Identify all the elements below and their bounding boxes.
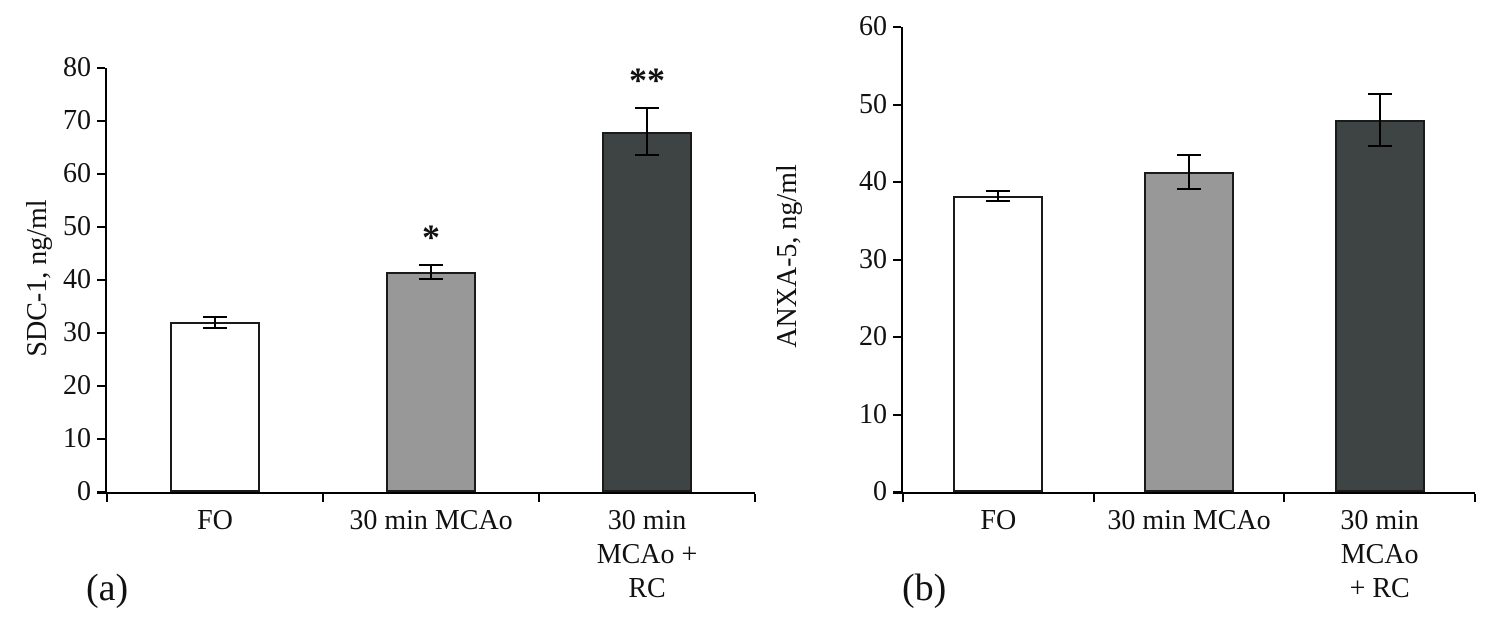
- error-stem: [1188, 154, 1190, 190]
- y-tick-label: 80: [63, 52, 91, 83]
- y-tick-mark: [893, 413, 901, 416]
- y-tick-label: 50: [859, 88, 887, 120]
- y-tick-label: 40: [859, 166, 887, 197]
- bar: [602, 131, 692, 492]
- y-tick-mark: [893, 336, 901, 338]
- y-tick-label: 20: [859, 321, 887, 352]
- y-tick-mark: [893, 103, 901, 106]
- x-tick-mark: [1283, 494, 1286, 502]
- y-tick-label: 0: [873, 476, 887, 507]
- x-tick-mark: [538, 494, 540, 502]
- x-tick-mark: [754, 494, 756, 502]
- x-tick-mark: [1092, 494, 1095, 502]
- y-tick-label: 70: [63, 105, 91, 136]
- bar: [953, 195, 1044, 492]
- error-cap-bottom: [635, 153, 659, 156]
- error-stem: [1378, 92, 1381, 148]
- error-cap-bottom: [1177, 187, 1201, 190]
- y-axis-title: ANXA-5, ng/ml: [772, 164, 803, 348]
- y-tick-label: 30: [63, 317, 91, 348]
- y-tick-label: 20: [63, 370, 91, 401]
- significance-marker: *: [422, 217, 440, 258]
- error-bar: [635, 107, 659, 156]
- plot-area: 0 10 20 30 40 50 60 FO 30 min MCAo 30 min MCAo + …: [859, 12, 1476, 604]
- error-cap-bottom: [1367, 145, 1392, 148]
- x-category-label: 30 min MCAo: [1107, 505, 1271, 536]
- error-stem: [646, 107, 648, 156]
- error-bar: [203, 316, 227, 329]
- y-tick-mark: [97, 491, 105, 493]
- y-tick-mark: [97, 385, 105, 387]
- error-bar: [986, 189, 1011, 203]
- y-tick-label: 0: [77, 476, 91, 507]
- x-tick-mark: [902, 494, 904, 502]
- y-tick-label: 10: [63, 423, 91, 454]
- y-tick-mark: [893, 26, 901, 28]
- error-bar: [1177, 154, 1201, 190]
- x-category-label: 30 min MCAo + RC: [1340, 505, 1419, 604]
- error-bar: [1367, 92, 1392, 148]
- bar: [169, 322, 260, 492]
- y-tick-label: 50: [63, 211, 91, 242]
- y-tick-mark: [893, 181, 901, 183]
- x-tick-mark: [1474, 494, 1476, 502]
- y-tick-label: 30: [859, 243, 887, 275]
- x-category-label: FO: [980, 505, 1017, 536]
- panel-label: (a): [86, 567, 129, 609]
- x-tick-mark: [321, 494, 324, 502]
- y-tick-mark: [97, 226, 105, 228]
- error-bar: [419, 264, 443, 280]
- y-tick-mark: [893, 491, 901, 493]
- x-category-label: 30 min MCAo: [349, 505, 513, 536]
- error-stem: [214, 316, 216, 329]
- error-stem: [997, 189, 1000, 203]
- x-category-label: 30 min MCAo + RC: [596, 505, 698, 604]
- y-tick-label: 40: [63, 264, 91, 295]
- panel-label: (b): [902, 567, 947, 609]
- chart-panel-b: ANXA-5, ng/ml 0 10 20 30 40 50 60 FO 30 min MCAo…: [756, 0, 1512, 628]
- significance-marker: **: [629, 60, 665, 101]
- bar: [1144, 171, 1234, 492]
- y-tick-mark: [97, 67, 105, 69]
- x-tick-mark: [106, 494, 108, 502]
- y-tick-label: 60: [63, 158, 91, 189]
- error-cap-bottom: [419, 278, 443, 280]
- y-tick-label: 10: [859, 398, 887, 430]
- y-tick-mark: [97, 332, 105, 334]
- y-tick-mark: [893, 258, 901, 261]
- plot-area: 0 10 20 30 40 50 60 70 80 FO * 30 min MCAo ** 30 min …: [63, 53, 756, 604]
- y-tick-mark: [97, 438, 105, 440]
- error-cap-bottom: [986, 200, 1011, 203]
- y-tick-mark: [97, 120, 105, 122]
- x-category-label: FO: [197, 505, 233, 536]
- y-tick-mark: [97, 279, 105, 281]
- y-tick-label: 60: [859, 11, 887, 42]
- bar: [1334, 120, 1425, 492]
- bar: [386, 272, 476, 492]
- error-stem: [430, 264, 432, 280]
- error-cap-bottom: [203, 326, 227, 329]
- y-tick-mark: [97, 173, 105, 175]
- chart-panel-a: SDC-1, ng/ml 0 10 20 30 40 50 60 70 80 FO * 30 min …: [22, 53, 756, 609]
